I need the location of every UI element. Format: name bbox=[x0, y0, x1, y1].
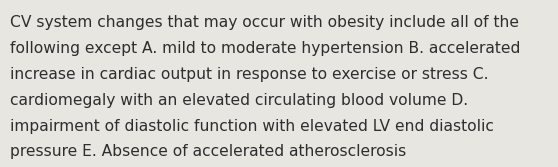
Text: increase in cardiac output in response to exercise or stress C.: increase in cardiac output in response t… bbox=[10, 67, 489, 82]
Text: CV system changes that may occur with obesity include all of the: CV system changes that may occur with ob… bbox=[10, 15, 519, 30]
Text: following except A. mild to moderate hypertension B. accelerated: following except A. mild to moderate hyp… bbox=[10, 41, 521, 56]
Text: pressure E. Absence of accelerated atherosclerosis: pressure E. Absence of accelerated ather… bbox=[10, 144, 406, 159]
Text: impairment of diastolic function with elevated LV end diastolic: impairment of diastolic function with el… bbox=[10, 119, 494, 134]
Text: cardiomegaly with an elevated circulating blood volume D.: cardiomegaly with an elevated circulatin… bbox=[10, 93, 468, 108]
